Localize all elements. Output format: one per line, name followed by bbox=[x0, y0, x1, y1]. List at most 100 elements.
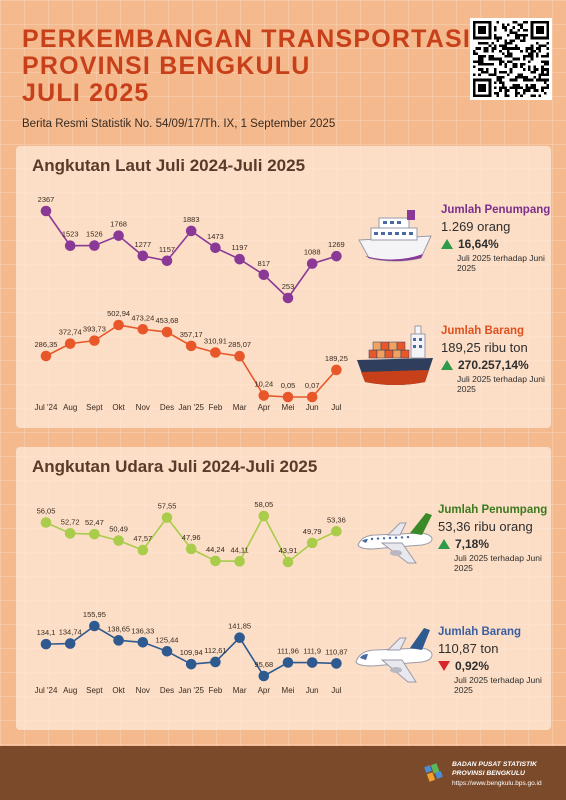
data-point bbox=[64, 638, 76, 649]
page-subtitle: Berita Resmi Statistik No. 54/09/17/Th. … bbox=[22, 118, 336, 130]
data-point bbox=[306, 391, 318, 403]
data-point bbox=[306, 537, 318, 549]
data-label: 47,57 bbox=[133, 534, 152, 543]
data-label: 58,05 bbox=[254, 500, 273, 509]
x-tick-label: Aug bbox=[63, 403, 77, 412]
data-label: 52,47 bbox=[85, 518, 104, 527]
data-point bbox=[185, 543, 197, 555]
x-tick-label: Jul bbox=[331, 403, 341, 412]
title-line-2: PROVINSI BENGKULU bbox=[22, 52, 311, 80]
data-label: 47,96 bbox=[182, 533, 201, 542]
x-tick-label: Feb bbox=[209, 686, 223, 695]
x-tick-label: Jun bbox=[306, 403, 319, 412]
passenger-plane-icon bbox=[357, 513, 433, 564]
x-tick-label: Sept bbox=[86, 686, 103, 695]
data-label: 56,05 bbox=[37, 507, 56, 516]
data-point bbox=[331, 364, 342, 376]
data-label: 110,87 bbox=[325, 647, 347, 656]
data-label: 285,07 bbox=[228, 340, 251, 349]
air-passenger-label: Jumlah Penumpang bbox=[438, 504, 548, 516]
x-tick-label: Okt bbox=[112, 686, 125, 695]
data-point bbox=[210, 555, 221, 567]
x-tick-label: Mei bbox=[282, 686, 295, 695]
data-label: 109,94 bbox=[180, 648, 203, 657]
data-point bbox=[331, 250, 342, 262]
sea-passenger-note: Juli 2025 terhadap Juni 2025 bbox=[457, 253, 545, 273]
x-tick-label: Jan '25 bbox=[178, 686, 204, 695]
data-point bbox=[113, 319, 124, 331]
data-point bbox=[89, 240, 100, 251]
sea-cargo-change: 270.257,14% bbox=[458, 358, 529, 372]
data-label: 357,17 bbox=[180, 330, 203, 339]
data-point bbox=[137, 636, 149, 648]
sea-transport-panel: Angkutan Laut Juli 2024-Juli 2025 bbox=[16, 146, 551, 428]
data-point bbox=[210, 242, 221, 254]
x-tick-label: Jul bbox=[331, 686, 341, 695]
sea-passenger-stat: Jumlah Penumpang 1.269 orang 16,64% Juli… bbox=[441, 204, 561, 273]
data-label: 112,61 bbox=[204, 646, 226, 655]
footer: BADAN PUSAT STATISTIK PROVINSI BENGKULU … bbox=[0, 746, 566, 800]
data-point bbox=[282, 292, 294, 304]
air-cargo-label: Jumlah Barang bbox=[438, 626, 522, 638]
data-label: 125,44 bbox=[156, 635, 179, 644]
qr-code-icon[interactable] bbox=[470, 18, 552, 100]
data-label: 111,96 bbox=[277, 646, 299, 655]
data-label: 134,74 bbox=[59, 628, 82, 637]
data-point bbox=[306, 258, 318, 269]
data-point bbox=[210, 347, 221, 358]
data-label: 1473 bbox=[207, 232, 224, 241]
air-transport-title: Angkutan Udara Juli 2024-Juli 2025 bbox=[32, 457, 318, 476]
x-tick-label: Apr bbox=[258, 403, 271, 412]
page-title: PERKEMBANGAN TRANSPORTASI PROVINSI BENGK… bbox=[22, 26, 471, 107]
data-point bbox=[161, 646, 173, 657]
air-cargo-change: 0,92% bbox=[455, 659, 490, 673]
cargo-ship-icon bbox=[357, 325, 433, 385]
data-point bbox=[258, 390, 270, 401]
data-point bbox=[113, 535, 124, 546]
air-cargo-stat: Jumlah Barang 110,87 ton 0,92% Juli 2025… bbox=[438, 626, 558, 695]
x-tick-label: Des bbox=[160, 403, 174, 412]
sea-passenger-value: 1.269 orang bbox=[441, 219, 511, 234]
air-cargo-note: Juli 2025 terhadap Juni 2025 bbox=[454, 675, 542, 695]
data-label: 43,91 bbox=[279, 546, 298, 555]
data-label: 253 bbox=[282, 282, 295, 291]
data-point bbox=[185, 225, 197, 237]
data-point bbox=[137, 250, 149, 262]
x-tick-label: Feb bbox=[209, 403, 223, 412]
x-tick-label: Nov bbox=[136, 686, 150, 695]
data-label: 473,24 bbox=[131, 313, 154, 322]
data-label: 136,33 bbox=[131, 626, 154, 635]
org-line-1: BADAN PUSAT STATISTIK bbox=[452, 761, 537, 768]
data-point bbox=[40, 205, 52, 217]
data-point bbox=[64, 240, 76, 252]
passenger-ship-icon bbox=[358, 210, 432, 262]
x-tick-label: Jul '24 bbox=[35, 686, 58, 695]
sea-cargo-stat: Jumlah Barang 189,25 ribu ton 270.257,14… bbox=[441, 325, 561, 394]
data-point bbox=[89, 620, 100, 632]
air-passenger-value: 53,36 ribu orang bbox=[438, 519, 533, 534]
data-point bbox=[282, 657, 294, 668]
data-label: 189,25 bbox=[325, 354, 348, 363]
data-point bbox=[64, 528, 76, 539]
data-point bbox=[234, 632, 245, 643]
data-label: 1088 bbox=[304, 248, 321, 257]
data-point bbox=[234, 350, 245, 362]
data-point bbox=[161, 255, 173, 267]
data-point bbox=[40, 517, 52, 528]
data-label: 1157 bbox=[159, 245, 175, 254]
air-passenger-note: Juli 2025 terhadap Juni 2025 bbox=[454, 553, 542, 573]
data-point bbox=[234, 253, 245, 265]
data-label: 52,72 bbox=[61, 517, 80, 526]
sea-passenger-change: 16,64% bbox=[458, 237, 499, 251]
data-label: 10,24 bbox=[254, 380, 273, 389]
arrow-up-icon bbox=[438, 539, 450, 549]
title-line-1: PERKEMBANGAN TRANSPORTASI bbox=[22, 25, 471, 53]
data-label: 372,74 bbox=[59, 328, 82, 337]
data-label: 1768 bbox=[110, 220, 127, 229]
data-label: 95,68 bbox=[254, 660, 273, 669]
data-label: 286,35 bbox=[35, 340, 58, 349]
data-point bbox=[306, 657, 318, 668]
data-point bbox=[89, 335, 100, 346]
website-link[interactable]: https://www.bengkulu.bps.go.id bbox=[452, 780, 542, 787]
